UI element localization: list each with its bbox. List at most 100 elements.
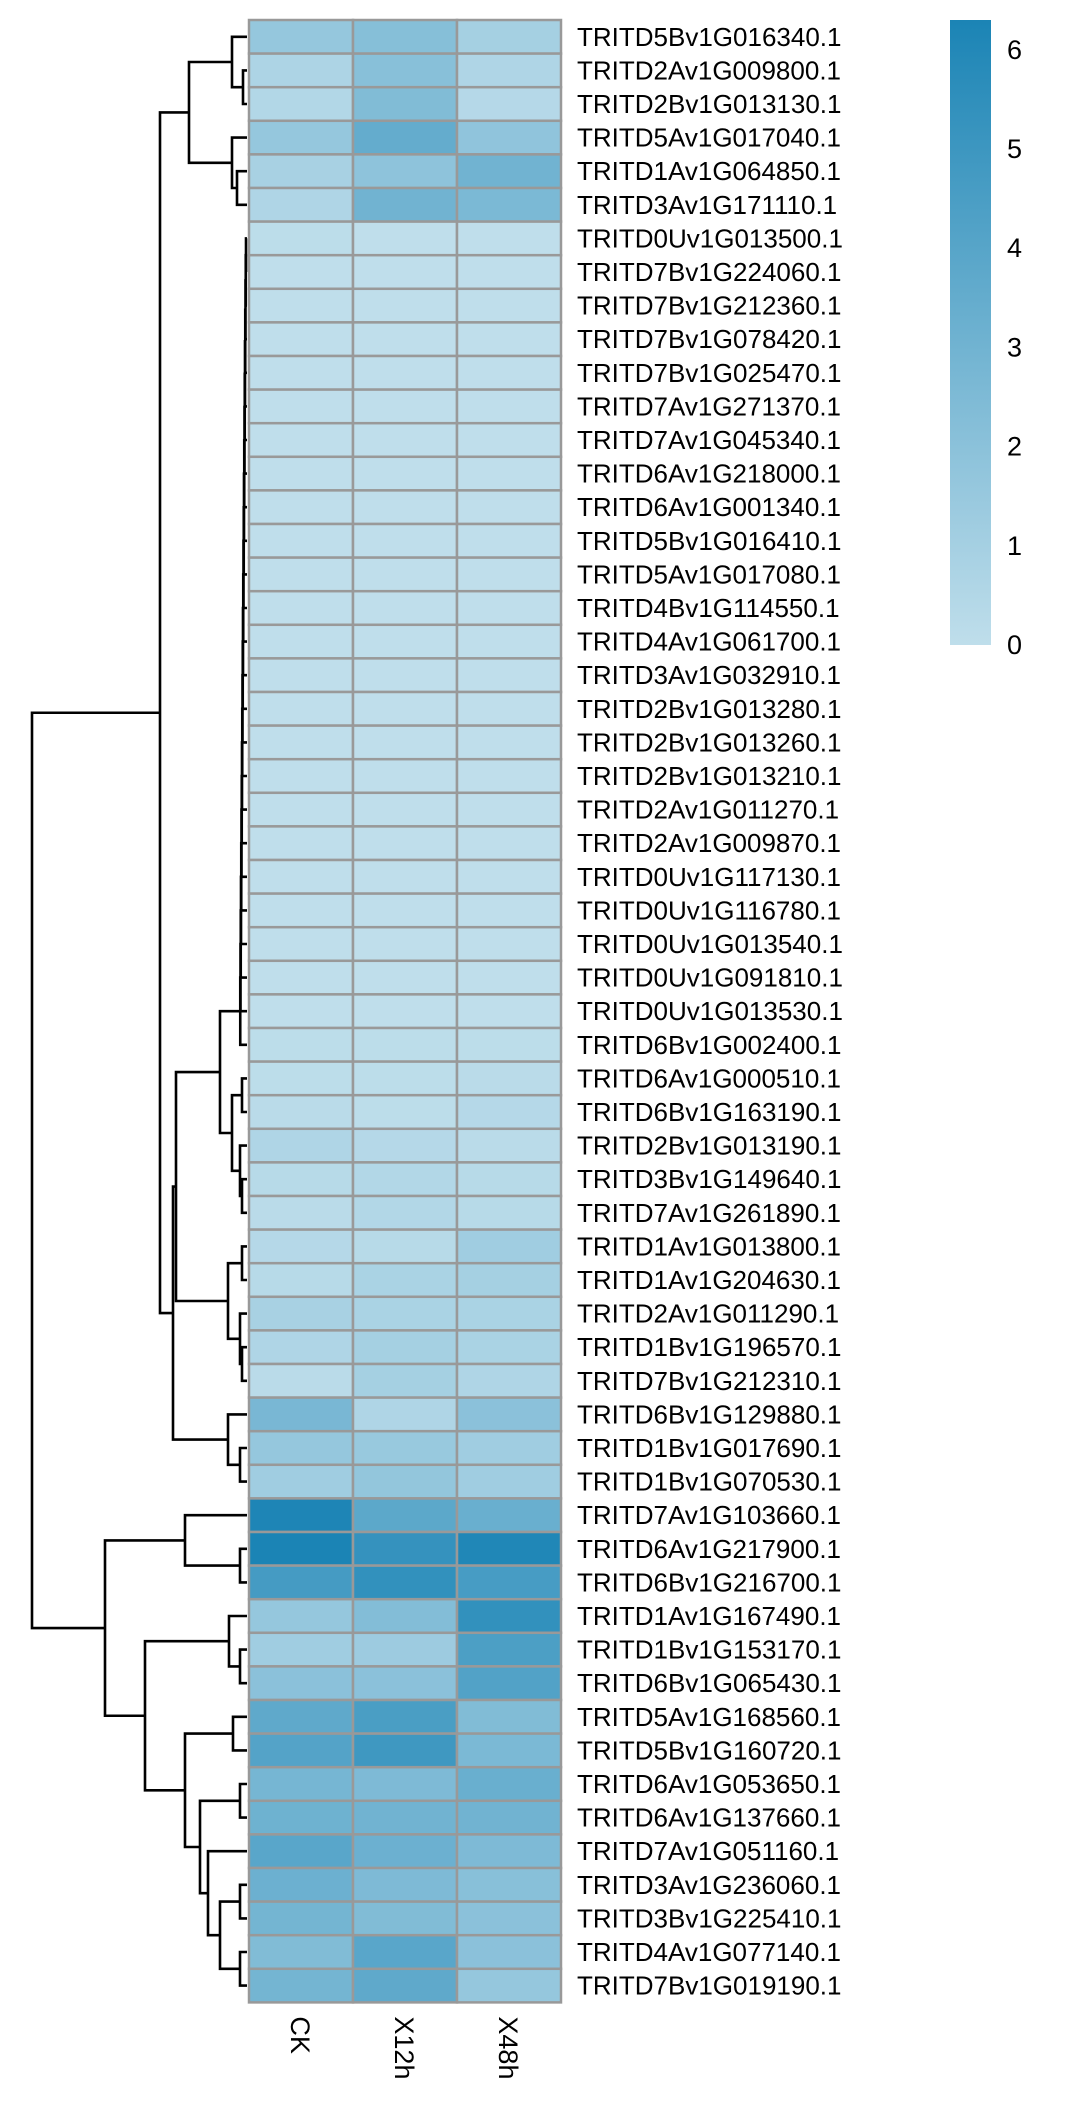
row-label: TRITD3Bv1G225410.1 [577,1903,841,1933]
heatmap-cell [351,892,459,929]
row-label: TRITD7Bv1G019190.1 [577,1971,841,2001]
heatmap-cell [351,1698,459,1735]
heatmap-cell [351,1127,459,1164]
legend-tick-label: 0 [1007,630,1022,660]
heatmap-cell [351,489,459,526]
heatmap-cell [455,1564,563,1601]
row-label: TRITD5Av1G017080.1 [577,559,841,589]
heatmap-cell [247,1933,355,1971]
heatmap-cell [455,1429,563,1467]
heatmap-cell [247,421,355,459]
heatmap-cell [455,354,563,391]
heatmap-cell [351,1967,459,2004]
row-label: TRITD6Av1G217900.1 [577,1534,841,1564]
heatmap-cell [455,1799,563,1836]
heatmap-cell [247,858,355,895]
dendrogram-branch [238,1648,247,1685]
row-label: TRITD1Bv1G196570.1 [577,1332,841,1362]
heatmap-cell [247,1194,355,1231]
heatmap-cell [455,925,563,963]
heatmap-cell [351,825,459,862]
heatmap-cell [351,1329,459,1366]
heatmap-cell [247,1463,355,1500]
heatmap-cell [351,657,459,694]
row-label: TRITD6Av1G000510.1 [577,1063,841,1093]
heatmap-cells [247,18,563,2004]
row-label: TRITD7Bv1G025470.1 [577,358,841,388]
dendrogram-branch [218,1900,240,1971]
heatmap-cell [247,1765,355,1803]
heatmap-cell [351,287,459,324]
heatmap-cell [351,1866,459,1903]
heatmap-cell [351,1194,459,1231]
dendrogram-branch [241,69,247,106]
heatmap-cell [455,18,563,55]
row-label: TRITD6Bv1G002400.1 [577,1030,841,1060]
heatmap-cell [351,791,459,828]
heatmap-cell [455,1967,563,2004]
heatmap-cell [351,1429,459,1467]
heatmap-cell [247,388,355,425]
heatmap-cell [455,1161,563,1198]
row-label: TRITD1Bv1G070530.1 [577,1467,841,1497]
heatmap-cell [455,1060,563,1097]
heatmap-cell [351,1295,459,1332]
heatmap-cell [247,1597,355,1635]
row-label: TRITD6Av1G218000.1 [577,459,841,489]
heatmap-cell [455,522,563,559]
row-label: TRITD2Bv1G013190.1 [577,1131,841,1161]
heatmap-cell [351,321,459,358]
row-label: TRITD6Bv1G163190.1 [577,1097,841,1127]
heatmap-cell [351,724,459,761]
heatmap-cell [351,119,459,156]
heatmap-cell [247,153,355,190]
heatmap-cell [247,1329,355,1366]
heatmap-cell [351,388,459,425]
row-label: TRITD0Uv1G013500.1 [577,223,843,253]
dendrogram-branch [187,60,232,165]
heatmap-cell [351,1228,459,1265]
heatmap-cell [455,589,563,627]
row-label: TRITD7Av1G261890.1 [577,1198,841,1228]
row-label: TRITD1Av1G064850.1 [577,156,841,186]
heatmap-cell [351,1396,459,1433]
heatmap-cell [455,1463,563,1500]
heatmap-cell [351,1732,459,1769]
heatmap-cell [351,1463,459,1500]
heatmap-cell [247,1026,355,1063]
heatmap-cell [247,1127,355,1164]
heatmap-cell [351,1900,459,1937]
row-label: TRITD2Bv1G013130.1 [577,89,841,119]
heatmap-cell [351,757,459,795]
heatmap-cell [247,993,355,1030]
row-label: TRITD7Bv1G224060.1 [577,257,841,287]
heatmap-cell [455,959,563,996]
heatmap-cell [247,1396,355,1433]
dendrogram-branch [240,1345,247,1383]
heatmap-cell [455,1597,563,1635]
row-dendrogram [30,35,248,1987]
dendrogram-branch [238,1883,247,1920]
dendrogram-branch [230,136,247,190]
heatmap-cell [351,1833,459,1870]
legend-color-bar [950,20,991,645]
heatmap-cell [351,1597,459,1635]
heatmap-cell [247,791,355,828]
row-label: TRITD5Av1G017040.1 [577,123,841,153]
heatmap-cell [455,253,563,291]
dendrogram-branch [143,1639,229,1792]
legend-tick-label: 5 [1007,134,1022,164]
row-label: TRITD1Bv1G153170.1 [577,1635,841,1665]
row-label: TRITD7Bv1G212360.1 [577,291,841,321]
row-label: TRITD7Bv1G078420.1 [577,324,841,354]
row-label: TRITD6Av1G053650.1 [577,1769,841,1799]
row-label: TRITD0Uv1G013530.1 [577,996,843,1026]
heatmap-cell [351,1564,459,1601]
heatmap-cell [455,1530,563,1567]
heatmap-cell [247,1866,355,1903]
dendrogram-branch [240,1245,247,1282]
heatmap-cell [247,825,355,862]
heatmap-cell [351,153,459,190]
heatmap-cell [351,354,459,391]
dendrogram-branch [240,1077,247,1114]
